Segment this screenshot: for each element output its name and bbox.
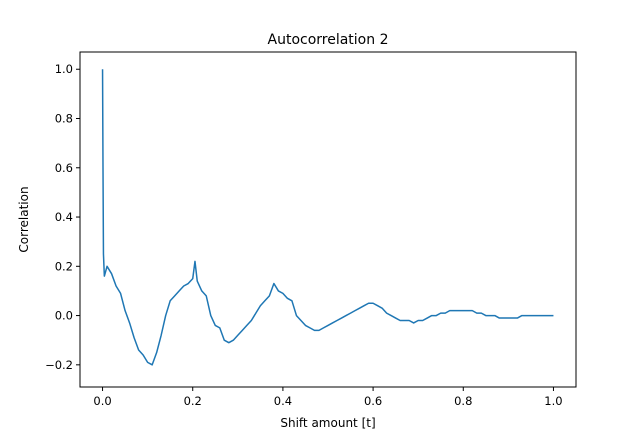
x-tick-label: 0.4 — [274, 394, 292, 408]
y-tick-label: 0.6 — [55, 161, 73, 175]
x-tick-label: 0.6 — [364, 394, 382, 408]
x-tick-label: 0.0 — [93, 394, 111, 408]
x-axis-ticks: 0.0 0.2 0.4 0.6 0.8 1.0 — [93, 387, 563, 408]
y-tick-label: 0.0 — [55, 309, 73, 323]
plot-layer — [101, 69, 554, 366]
y-tick-label: 0.8 — [55, 112, 73, 126]
y-axis-label: Correlation — [17, 186, 31, 252]
y-tick-label: 0.2 — [55, 259, 73, 273]
series-line-0 — [101, 69, 554, 366]
y-axis-ticks: −0.2 0.0 0.2 0.4 0.6 0.8 1.0 — [45, 62, 80, 372]
x-axis-label: Shift amount [t] — [280, 416, 375, 430]
x-tick-label: 0.8 — [454, 394, 472, 408]
x-tick-label: 0.2 — [184, 394, 202, 408]
y-tick-label: 0.4 — [55, 210, 73, 224]
plot-area-frame — [79, 51, 577, 388]
chart-title: Autocorrelation 2 — [268, 32, 389, 48]
y-tick-label: 1.0 — [55, 62, 73, 76]
x-tick-label: 1.0 — [544, 394, 562, 408]
y-tick-label: −0.2 — [45, 358, 73, 372]
